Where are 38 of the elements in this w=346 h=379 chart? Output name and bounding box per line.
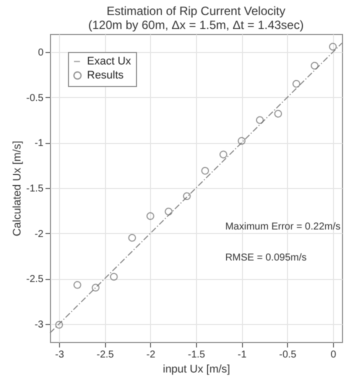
point: [292, 80, 300, 88]
point: [128, 234, 136, 242]
point: [310, 62, 318, 70]
x-tick-label: 0: [330, 350, 337, 360]
point: [201, 166, 209, 175]
y-tick-label: 0: [38, 48, 44, 59]
point: [164, 208, 172, 216]
x-axis-title: input Ux [m/s]: [162, 364, 230, 376]
point: [238, 137, 246, 145]
chart-subtitle: (120m by 60m, Δx = 1.5m, Δt = 1.43sec): [88, 18, 304, 32]
chart-title: Estimation of Rip Current Velocity: [106, 4, 286, 18]
point: [183, 192, 191, 200]
x-tick-label: -2.5: [96, 350, 114, 360]
x-tick-label: -2: [146, 350, 156, 360]
point: [146, 212, 154, 220]
legend-label: Results: [87, 70, 124, 82]
y-tick-label: -1.5: [26, 184, 44, 194]
annotation: RMSE = 0.095m/s: [225, 252, 307, 264]
annotation: Maximum Error = 0.22m/s: [225, 222, 341, 232]
x-tick-label: -0.5: [279, 350, 297, 360]
x-tick-label: -1: [238, 350, 247, 360]
point: [74, 281, 82, 289]
y-tick-label: -2: [34, 228, 44, 240]
point: [274, 110, 282, 118]
point: [220, 150, 228, 158]
x-tick-label: -3: [55, 350, 64, 360]
legend-label: Exact Ux: [87, 56, 132, 68]
point: [256, 116, 264, 124]
point: [55, 320, 63, 329]
y-tick-label: -2.5: [26, 274, 44, 286]
point: [92, 284, 100, 292]
point: [329, 42, 337, 51]
y-axis-title: Calculated Ux [m/s]: [11, 140, 24, 236]
x-tick-label: -1.5: [188, 350, 206, 360]
y-tick-label: -1: [34, 138, 44, 150]
point: [110, 272, 118, 281]
y-tick-label: -3: [34, 319, 44, 330]
y-tick-label: -0.5: [26, 92, 44, 104]
